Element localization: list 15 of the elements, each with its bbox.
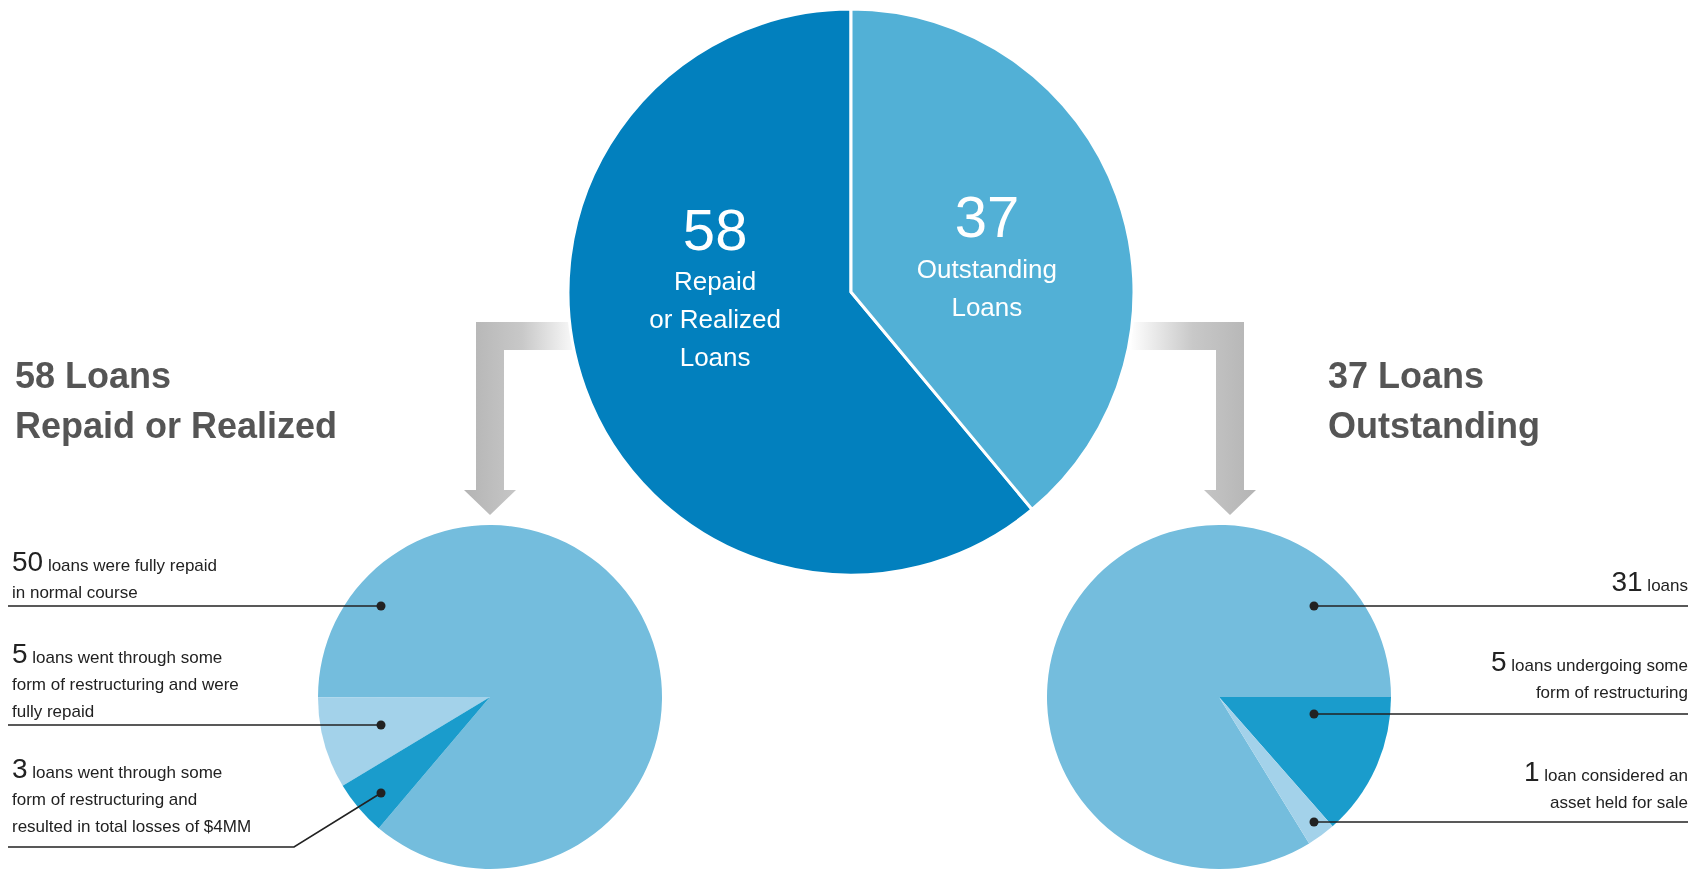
data-label: 5 — [1490, 646, 1507, 677]
slice-label: loans undergoing some form of restructuring — [1511, 656, 1688, 702]
chart-title: 58 Loans Repaid or Realized — [15, 354, 338, 448]
data-label: 50 — [12, 546, 44, 577]
slice-label: Outstanding Loans — [916, 253, 1057, 322]
data-label: 31 — [1611, 566, 1643, 597]
data-label: 5 — [12, 638, 28, 669]
chart-title: 37 Loans Outstanding — [1328, 354, 1540, 448]
data-label: 58 — [682, 196, 748, 262]
slice-label: loans — [1647, 576, 1688, 595]
data-label: 3 — [12, 753, 28, 784]
data-label: 37 — [954, 184, 1020, 250]
slice-label: loan considered an asset held for sale — [1544, 766, 1688, 812]
slice-label: Repaid or Realized Loans — [649, 266, 781, 373]
data-label: 1 — [1524, 756, 1540, 787]
